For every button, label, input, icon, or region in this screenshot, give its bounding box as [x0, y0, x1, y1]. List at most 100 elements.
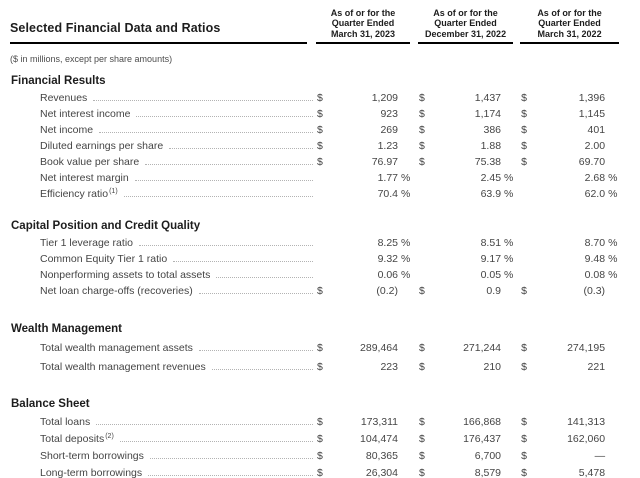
row-label: Book value per share: [40, 156, 140, 168]
row-label: Total loans: [40, 415, 91, 428]
cell-value: 69.70: [578, 156, 606, 168]
cell-value: 6,700: [474, 449, 502, 462]
column-header-text: As of or for the Quarter Ended March 31,…: [316, 8, 411, 44]
cell-value: 269: [380, 124, 398, 136]
percent-sign: [398, 106, 418, 122]
currency-symbol: $: [521, 285, 527, 297]
row-label-cell: Total wealth management revenues: [0, 357, 316, 376]
currency-symbol: [520, 235, 535, 251]
row-label-wrap: Book value per share: [0, 156, 316, 168]
currency-symbol: $: [419, 124, 425, 136]
cell-value: 76.97: [371, 156, 398, 168]
row-label-wrap: Tier 1 leverage ratio: [0, 237, 316, 249]
table-row: Total wealth management revenues $223 $210…: [0, 357, 619, 376]
row-label-cell: Revenues: [0, 90, 316, 106]
percent-sign: [398, 357, 418, 376]
column-header-text: As of or for the Quarter Ended March 31,…: [520, 8, 620, 44]
cell-value: 401: [587, 124, 606, 136]
table-row: Diluted earnings per share $1.23 $1.88 $2.0…: [0, 138, 619, 154]
cell-value: 5,478: [578, 466, 606, 478]
row-label-cell: Total deposits(2): [0, 430, 316, 447]
currency-symbol: $: [521, 92, 527, 104]
percent-sign: %: [401, 253, 411, 265]
currency-symbol: [316, 251, 331, 267]
percent-sign: %: [608, 188, 618, 200]
dot-leader: [136, 116, 313, 117]
cell-value: 173,311: [360, 415, 398, 428]
dot-leader: [148, 474, 313, 476]
cell-value: 271,244: [463, 341, 502, 354]
table-row: Total deposits(2) $104,474 $176,437 $162,06…: [0, 430, 619, 447]
currency-symbol: $: [317, 360, 323, 373]
currency-symbol: $: [419, 341, 425, 354]
table-row: Efficiency ratio(1) 70.4% 63.9% 62.0%: [0, 186, 619, 202]
currency-symbol: $: [521, 156, 527, 168]
section-header-cell: Wealth Management: [0, 299, 619, 338]
currency-symbol: [418, 251, 433, 267]
cell-value: 1,209: [371, 92, 398, 104]
currency-symbol: $: [419, 360, 425, 373]
percent-sign: [501, 138, 520, 154]
row-label-wrap: Net loan charge-offs (recoveries): [0, 285, 316, 297]
percent-sign: [605, 447, 619, 464]
cell-value: 141,313: [567, 415, 606, 428]
currency-symbol: $: [521, 360, 527, 373]
percent-sign: %: [608, 172, 618, 184]
percent-sign: [605, 430, 619, 447]
column-header-line: March 31, 2023: [330, 28, 396, 39]
row-label: Long-term borrowings: [40, 466, 143, 478]
currency-symbol: $: [317, 449, 323, 462]
cell-value: 8.51: [480, 237, 502, 249]
table-row: Common Equity Tier 1 ratio 9.32% 9.17% 9.48…: [0, 251, 619, 267]
section-header-row: Wealth Management: [0, 299, 619, 338]
currency-symbol: [418, 186, 433, 202]
cell-value: 9.32: [377, 253, 398, 265]
row-label-wrap: Revenues: [0, 92, 316, 104]
cell-value: 1.88: [480, 140, 502, 152]
percent-sign: [501, 122, 520, 138]
currency-symbol: $: [317, 341, 323, 354]
percent-sign: [398, 447, 418, 464]
table-row: Net loan charge-offs (recoveries) $ (0.2) $…: [0, 283, 619, 299]
percent-sign: [398, 413, 418, 430]
percent-sign: %: [504, 237, 514, 249]
row-label-cell: Short-term borrowings: [0, 447, 316, 464]
row-label: Common Equity Tier 1 ratio: [40, 253, 168, 265]
currency-symbol: $: [419, 92, 425, 104]
currency-symbol: $: [419, 432, 425, 445]
row-label-cell: Diluted earnings per share: [0, 138, 316, 154]
cell-value: 923: [380, 108, 398, 120]
percent-sign: [501, 106, 520, 122]
table-row: Tier 1 leverage ratio 8.25% 8.51% 8.70%: [0, 235, 619, 251]
row-label-wrap: Total deposits(2): [0, 433, 316, 445]
percent-sign: [501, 357, 520, 376]
column-header-line: March 31, 2022: [537, 28, 602, 39]
currency-symbol: [520, 186, 535, 202]
section-header-cell: Financial Results: [0, 67, 619, 90]
percent-sign: [398, 283, 418, 299]
row-label-cell: Efficiency ratio(1): [0, 186, 316, 202]
percent-sign: [605, 154, 619, 170]
percent-sign: %: [608, 269, 618, 281]
row-label: Total wealth management assets: [40, 341, 193, 354]
row-label-wrap: Short-term borrowings: [0, 450, 316, 462]
dot-leader: [149, 457, 313, 459]
row-label: Total deposits(2): [40, 432, 114, 445]
table-title-cell: Selected Financial Data and Ratios: [0, 0, 316, 44]
column-header-march-31-2022: As of or for the Quarter Ended March 31,…: [520, 0, 620, 44]
currency-symbol: $: [317, 156, 323, 168]
row-label: Diluted earnings per share: [40, 140, 164, 152]
row-label-wrap: Net interest margin: [0, 172, 316, 184]
table-row: Net interest margin 1.77% 2.45% 2.68%: [0, 170, 619, 186]
row-label-wrap: Common Equity Tier 1 ratio: [0, 253, 316, 265]
cell-value: 1,437: [474, 92, 502, 104]
cell-value: 1.23: [377, 140, 398, 152]
column-header-line: December 31, 2022: [425, 28, 507, 39]
table-row: Long-term borrowings $26,304 $8,579 $5,478: [0, 464, 619, 478]
dot-leader: [169, 148, 313, 149]
cell-value: 9.17: [480, 253, 502, 265]
row-label: Net interest margin: [40, 172, 129, 184]
currency-symbol: [316, 267, 331, 283]
section-header-cell: Capital Position and Credit Quality: [0, 202, 619, 235]
table-row: Book value per share $76.97 $75.38 $69.70: [0, 154, 619, 170]
